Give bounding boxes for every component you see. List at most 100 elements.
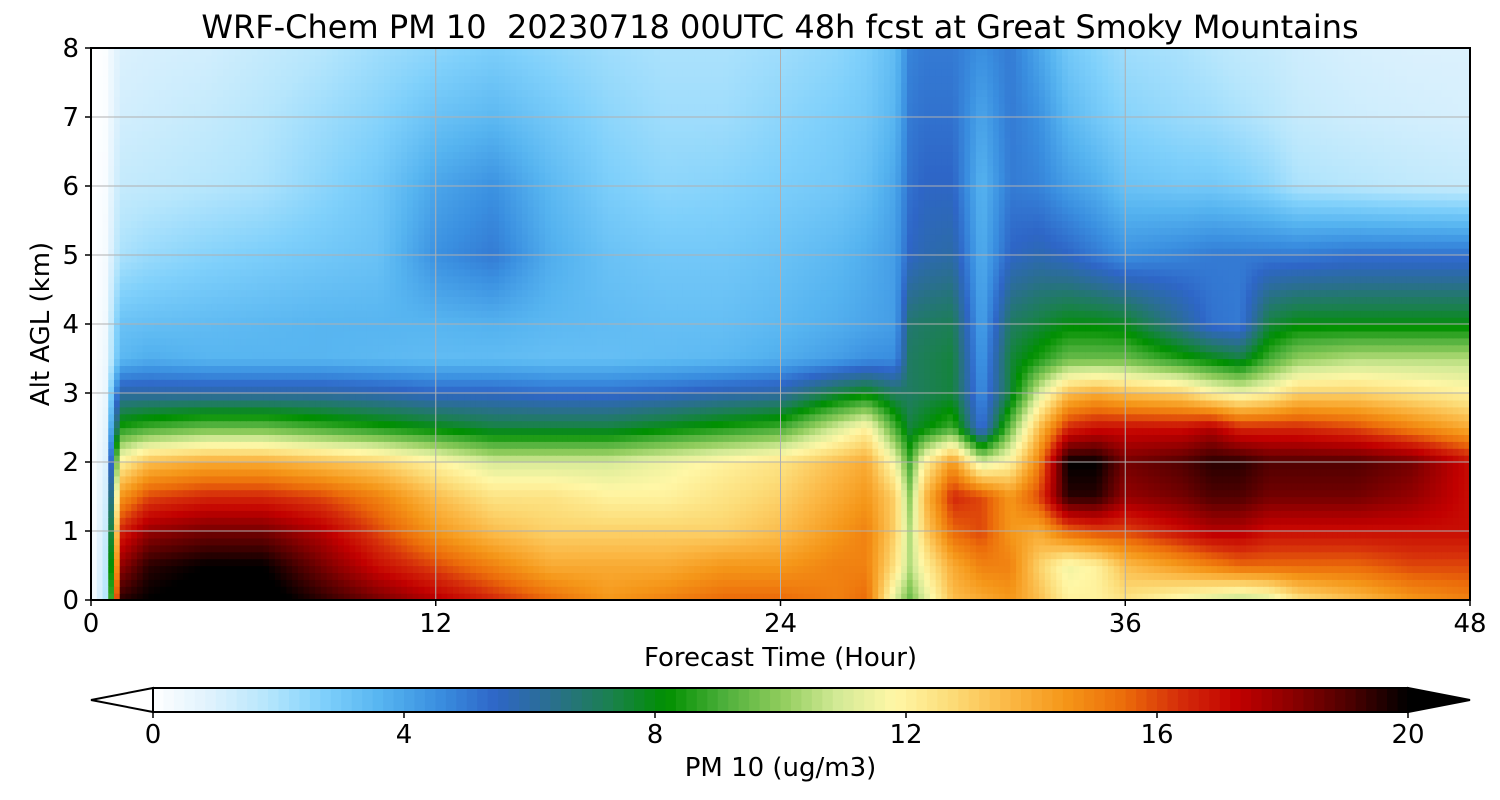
heatmap-cell xyxy=(883,558,891,567)
heatmap-cell xyxy=(659,462,667,470)
heatmap-cell xyxy=(1406,531,1414,539)
heatmap-cell xyxy=(1286,482,1293,491)
heatmap-cell xyxy=(1349,537,1356,546)
heatmap-cell xyxy=(837,531,845,539)
heatmap-cell xyxy=(929,510,937,518)
heatmap-cell xyxy=(430,544,437,553)
heatmap-cell xyxy=(1119,572,1126,580)
heatmap-cell xyxy=(458,544,466,553)
heatmap-cell xyxy=(1314,586,1322,594)
heatmap-cell xyxy=(751,468,759,477)
heatmap-cell xyxy=(631,462,638,470)
heatmap-cell xyxy=(906,572,914,580)
heatmap-cell xyxy=(1274,475,1281,484)
heatmap-cell xyxy=(1067,482,1075,491)
heatmap-cell xyxy=(1257,531,1264,539)
heatmap-cell xyxy=(533,475,540,484)
heatmap-cell xyxy=(211,593,219,601)
heatmap-cell xyxy=(998,524,1006,532)
heatmap-cell xyxy=(964,462,971,470)
heatmap-cell xyxy=(786,468,793,477)
heatmap-cell xyxy=(860,524,868,532)
heatmap-cell xyxy=(567,489,575,498)
heatmap-cell xyxy=(527,544,535,553)
heatmap-cell xyxy=(142,551,150,560)
heatmap-cell xyxy=(975,455,983,463)
heatmap-cell xyxy=(659,544,667,553)
heatmap-cell xyxy=(1372,503,1379,511)
heatmap-cell xyxy=(826,544,833,553)
heatmap-cell xyxy=(970,462,977,470)
heatmap-cell xyxy=(338,524,345,532)
heatmap-cell xyxy=(303,537,310,546)
heatmap-cell xyxy=(1056,524,1063,532)
heatmap-cell xyxy=(717,482,724,491)
heatmap-cell xyxy=(171,524,178,532)
heatmap-cell xyxy=(757,462,764,470)
heatmap-cell xyxy=(113,551,121,560)
heatmap-cell xyxy=(774,531,782,539)
heatmap-cell xyxy=(1452,531,1460,539)
heatmap-cell xyxy=(1406,586,1414,594)
heatmap-cell xyxy=(1159,524,1167,532)
heatmap-cell xyxy=(826,558,833,567)
heatmap-cell xyxy=(493,565,500,573)
heatmap-cell xyxy=(1429,496,1437,504)
heatmap-cell xyxy=(286,468,293,477)
heatmap-cell xyxy=(711,572,718,580)
heatmap-cell xyxy=(194,593,201,601)
heatmap-cell xyxy=(1027,524,1034,532)
heatmap-cell xyxy=(826,537,833,546)
heatmap-cell xyxy=(728,503,736,511)
heatmap-cell xyxy=(1240,510,1247,518)
heatmap-cell xyxy=(223,551,230,560)
heatmap-cell xyxy=(1234,586,1241,594)
heatmap-cell xyxy=(407,544,414,553)
heatmap-cell xyxy=(470,593,477,601)
heatmap-cell xyxy=(1016,482,1023,491)
heatmap-cell xyxy=(1274,503,1281,511)
heatmap-cell xyxy=(269,489,276,498)
heatmap-cell xyxy=(1205,475,1213,484)
heatmap-cell xyxy=(1108,482,1115,491)
heatmap-cell xyxy=(1378,558,1385,567)
heatmap-cell xyxy=(1314,475,1322,484)
heatmap-cell xyxy=(326,565,333,573)
heatmap-cell xyxy=(389,593,397,601)
heatmap-cell xyxy=(1429,468,1437,477)
heatmap-cell xyxy=(1159,586,1167,594)
heatmap-cell xyxy=(665,531,672,539)
heatmap-cell xyxy=(263,510,270,518)
heatmap-cell xyxy=(533,468,540,477)
heatmap-cell xyxy=(1464,524,1471,532)
heatmap-cell xyxy=(435,558,443,567)
heatmap-cell xyxy=(1073,517,1080,525)
heatmap-cell xyxy=(1349,475,1356,484)
heatmap-cell xyxy=(159,537,167,546)
heatmap-cell xyxy=(1108,489,1115,498)
heatmap-cell xyxy=(366,579,374,587)
heatmap-cell xyxy=(1280,489,1287,498)
heatmap-cell xyxy=(1004,593,1011,601)
heatmap-cell xyxy=(498,551,506,560)
heatmap-cell xyxy=(533,482,540,491)
heatmap-cell xyxy=(763,462,770,470)
heatmap-cell xyxy=(1142,496,1149,504)
heatmap-cell xyxy=(1108,537,1115,546)
heatmap-cell xyxy=(240,468,247,477)
heatmap-cell xyxy=(435,468,443,477)
heatmap-cell xyxy=(855,489,862,498)
heatmap-cell xyxy=(809,482,816,491)
heatmap-cell xyxy=(723,524,730,532)
heatmap-cell xyxy=(740,462,747,470)
heatmap-cell xyxy=(688,462,695,470)
heatmap-cell xyxy=(585,475,592,484)
heatmap-cell xyxy=(91,579,98,587)
heatmap-cell xyxy=(521,544,529,553)
heatmap-cell xyxy=(1027,462,1034,470)
heatmap-cell xyxy=(723,572,730,580)
heatmap-cell xyxy=(401,510,408,518)
heatmap-cell xyxy=(1337,551,1345,560)
heatmap-cell xyxy=(671,565,678,573)
heatmap-cell xyxy=(361,482,368,491)
